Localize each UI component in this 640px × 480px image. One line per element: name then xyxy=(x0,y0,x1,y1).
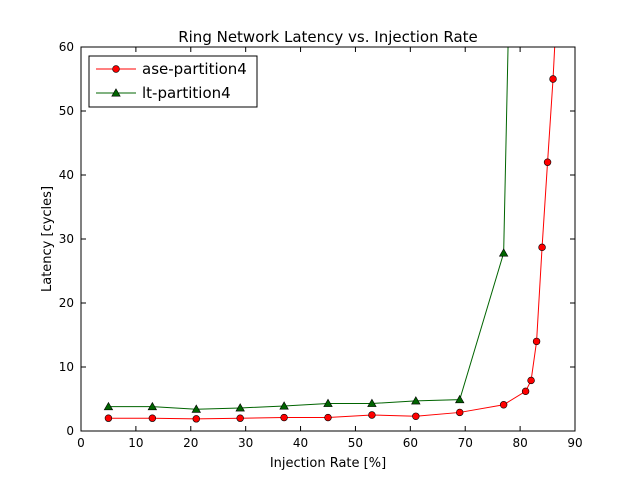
x-tick-label: 40 xyxy=(293,436,308,450)
y-tick-label: 20 xyxy=(59,296,74,310)
x-tick-label: 70 xyxy=(458,436,473,450)
data-point-ase-partition4 xyxy=(538,243,546,252)
data-point-lt-partition4 xyxy=(147,401,158,411)
legend-box xyxy=(88,55,258,108)
plot-area: 0 10 20 30 40 50 60 70 80 90 0 10 20 30 40 50 60 xyxy=(59,40,583,450)
series-lt-partition4 xyxy=(103,47,509,413)
data-point-ase-partition4 xyxy=(532,337,541,346)
data-point-ase-partition4 xyxy=(456,408,464,417)
data-point-lt-partition4 xyxy=(411,396,421,405)
data-point-lt-partition4 xyxy=(191,404,201,413)
data-point-ase-partition4 xyxy=(527,376,535,385)
data-point-ase-partition4 xyxy=(499,401,508,409)
y-tick-label: 10 xyxy=(59,360,74,374)
data-point-lt-partition4 xyxy=(235,403,245,412)
data-point-lt-partition4 xyxy=(323,398,333,407)
x-tick-label: 10 xyxy=(128,436,143,450)
data-point-lt-partition4 xyxy=(367,398,377,407)
x-axis-label: Injection Rate [%] xyxy=(270,456,386,471)
data-point-ase-partition4 xyxy=(148,414,157,422)
x-tick-label: 0 xyxy=(77,436,85,450)
legend-marker-ase-partition4 xyxy=(112,65,120,73)
y-tick-label: 60 xyxy=(59,40,74,54)
legend-marker-lt-partition4 xyxy=(111,88,121,97)
data-point-lt-partition4 xyxy=(103,401,114,411)
data-point-ase-partition4 xyxy=(521,387,530,396)
data-point-ase-partition4 xyxy=(324,413,332,422)
x-tick-label: 50 xyxy=(348,436,363,450)
series-ase-partition4 xyxy=(104,47,557,423)
plot-frame xyxy=(80,46,576,432)
y-tick-label: 30 xyxy=(59,232,74,246)
x-tick-label: 80 xyxy=(512,436,527,450)
data-point-ase-partition4 xyxy=(104,414,113,422)
x-tick-label: 30 xyxy=(238,436,253,450)
y-tick-label: 0 xyxy=(66,424,74,438)
data-point-ase-partition4 xyxy=(549,75,557,83)
data-point-ase-partition4 xyxy=(368,411,376,419)
legend-label-ase-partition4: ase-partition4 xyxy=(142,60,247,78)
data-point-ase-partition4 xyxy=(280,413,288,422)
data-point-ase-partition4 xyxy=(236,414,244,422)
x-tick-label: 90 xyxy=(567,436,582,450)
x-tick-label: 60 xyxy=(403,436,418,450)
axis-ticks: 0 10 20 30 40 50 60 70 80 90 0 10 20 30 40 50 60 xyxy=(59,40,583,450)
data-point-ase-partition4 xyxy=(543,158,552,166)
legend: ase-partition4 lt-partition4 xyxy=(88,55,258,108)
y-axis-label: Latency [cycles] xyxy=(40,186,55,292)
data-point-ase-partition4 xyxy=(412,412,420,420)
y-tick-label: 50 xyxy=(59,104,74,118)
data-point-ase-partition4 xyxy=(192,415,200,423)
legend-label-lt-partition4: lt-partition4 xyxy=(142,84,231,102)
chart-title: Ring Network Latency vs. Injection Rate xyxy=(178,28,478,46)
data-point-lt-partition4 xyxy=(279,401,289,410)
data-point-lt-partition4 xyxy=(498,248,509,257)
data-point-lt-partition4 xyxy=(455,394,465,404)
x-tick-label: 20 xyxy=(183,436,198,450)
y-tick-label: 40 xyxy=(59,168,74,182)
